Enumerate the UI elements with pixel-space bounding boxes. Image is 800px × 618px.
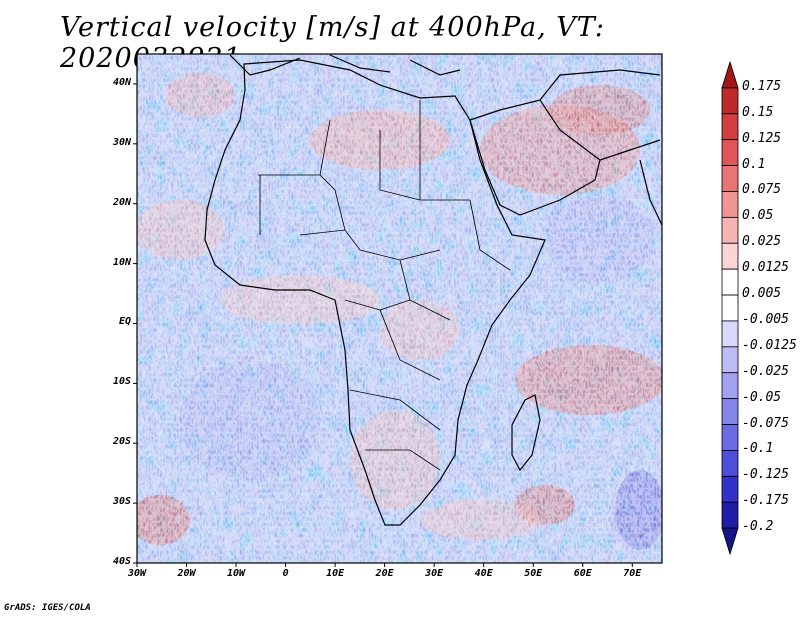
lon-label: 20E	[375, 568, 394, 579]
grads-credit: GrADS: IGES/COLA	[4, 603, 91, 613]
colorbar-label: -0.1	[742, 441, 774, 457]
lon-label: 50E	[524, 568, 543, 579]
colorbar-segment	[721, 475, 739, 503]
lon-label: 30W	[127, 568, 147, 579]
plot-frame	[136, 53, 663, 564]
colorbar-label: -0.0125	[742, 337, 797, 353]
colorbar-segment	[721, 527, 739, 556]
colorbar-segment	[721, 398, 739, 425]
colorbar-segment	[721, 242, 739, 270]
lat-label: 40N	[112, 76, 131, 88]
colorbar-label: 0.025	[742, 234, 782, 250]
lat-label: 30S	[112, 496, 131, 508]
lon-label: 30E	[425, 568, 444, 579]
lon-label: 20W	[177, 568, 196, 579]
africa-coastline	[204, 59, 546, 526]
colorbar-label: -0.125	[742, 467, 789, 483]
country-borders	[258, 100, 511, 471]
india-coastline	[639, 159, 662, 226]
coastlines	[204, 54, 662, 526]
colorbar-segment	[721, 372, 739, 400]
colorbar-segment	[721, 60, 739, 89]
colorbar-segment	[721, 268, 739, 296]
lon-label: 70E	[623, 568, 642, 579]
lat-label: 10N	[112, 256, 131, 268]
colorbar-label: -0.2	[742, 519, 774, 535]
colorbar-segment	[721, 139, 739, 166]
vertical-velocity-field	[137, 54, 662, 563]
colorbar-label: 0.175	[742, 78, 782, 94]
colorbar	[721, 60, 739, 556]
madagascar-coastline	[511, 394, 541, 472]
colorbar-label: 0.075	[742, 182, 782, 198]
colorbar-segment	[721, 501, 739, 529]
lon-label: 10W	[227, 568, 246, 579]
colorbar-label: -0.075	[742, 415, 789, 431]
lat-label: 10S	[112, 376, 131, 388]
iran-coastline	[539, 69, 661, 161]
colorbar-segment	[721, 450, 739, 477]
arabia-coastline	[469, 99, 601, 216]
colorbar-label: -0.05	[742, 389, 782, 405]
colorbar-label: -0.025	[742, 363, 789, 379]
colorbar-segment	[721, 113, 739, 141]
colorbar-segment	[721, 165, 739, 192]
colorbar-label: -0.175	[742, 493, 789, 509]
lat-label: 20S	[112, 436, 131, 448]
colorbar-segment	[721, 191, 739, 218]
lon-label: 60E	[573, 568, 592, 579]
europe-coastline	[229, 54, 461, 76]
lon-label: 0	[282, 568, 289, 579]
colorbar-label: 0.15	[742, 104, 774, 120]
colorbar-label: 0.005	[742, 286, 782, 302]
colorbar-label: 0.05	[742, 208, 774, 224]
colorbar-segment	[721, 424, 739, 451]
lon-label: 10E	[326, 568, 345, 579]
colorbar-segment	[721, 294, 739, 322]
lat-label: 40S	[112, 556, 131, 567]
colorbar-label: 0.1	[742, 156, 766, 172]
lon-label: 40E	[474, 568, 493, 579]
colorbar-label: 0.0125	[742, 260, 789, 276]
lat-label: 30N	[112, 136, 131, 148]
lat-label: 20N	[112, 196, 131, 208]
colorbar-segment	[721, 320, 739, 348]
colorbar-label: -0.005	[742, 311, 789, 327]
colorbar-label: 0.125	[742, 130, 782, 146]
lat-label: EQ	[118, 316, 131, 328]
colorbar-segment	[721, 87, 739, 115]
colorbar-segment	[721, 346, 739, 374]
colorbar-segment	[721, 216, 739, 244]
